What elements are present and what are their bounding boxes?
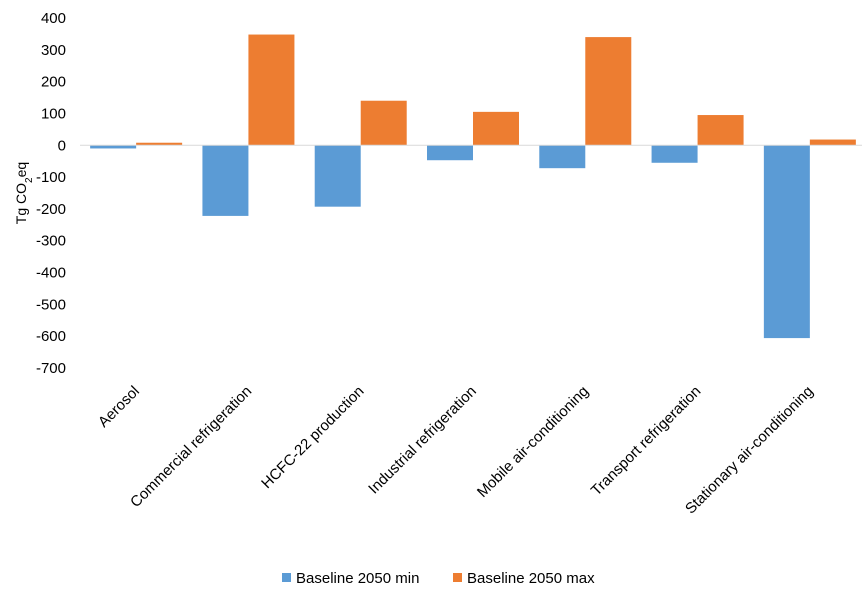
y-tick-label: -600 (36, 328, 66, 345)
bar-max (697, 115, 744, 146)
y-tick-label: -200 (36, 201, 66, 218)
y-tick-label: 400 (41, 10, 66, 27)
bars-group (90, 34, 856, 339)
x-category-label: Stationary air-conditioning (682, 383, 817, 518)
y-axis-title-main: Tg CO (13, 183, 29, 224)
bar-min (651, 145, 698, 163)
legend-label-max: Baseline 2050 max (467, 570, 595, 587)
y-tick-label: -400 (36, 265, 66, 282)
legend: Baseline 2050 min Baseline 2050 max (282, 570, 595, 587)
x-category-label: Commercial refrigeration (127, 383, 255, 511)
y-axis-title-suffix: eq (13, 162, 29, 178)
y-axis-title: Tg CO2eq (13, 162, 35, 224)
legend-label-min: Baseline 2050 min (296, 570, 419, 587)
bar-max (473, 111, 519, 146)
bar-min (427, 145, 473, 161)
x-category-label: HCFC-22 production (258, 383, 367, 492)
x-category-label: Transport refrigeration (588, 383, 705, 500)
y-axis-title-subscript: 2 (24, 177, 35, 183)
y-tick-label: 200 (41, 74, 66, 91)
bar-max (136, 142, 183, 146)
y-tick-label: -300 (36, 233, 66, 250)
y-tick-label: 100 (41, 105, 66, 122)
legend-swatch-max (453, 573, 462, 582)
y-tick-label: 300 (41, 42, 66, 59)
legend-swatch-min (282, 573, 291, 582)
bar-min (90, 145, 137, 149)
bar-max (809, 139, 856, 146)
bar-max (585, 37, 632, 146)
y-tick-label: -500 (36, 296, 66, 313)
bar-min (539, 145, 586, 169)
y-axis-tick-labels: 400 300 200 100 0 -100 -200 -300 -400 -500 -600 -70… (36, 10, 66, 377)
bar-min (314, 145, 361, 207)
y-tick-label: -700 (36, 360, 66, 377)
x-category-label: Industrial refrigeration (365, 383, 480, 498)
y-tick-label: 0 (58, 137, 66, 154)
x-category-label: Aerosol (95, 383, 143, 431)
bar-min (763, 145, 810, 339)
x-category-label: Mobile air-conditioning (474, 383, 592, 501)
bar-max (360, 100, 407, 146)
y-tick-label: -100 (36, 169, 66, 186)
bar-min (202, 145, 249, 216)
bar-max (248, 34, 295, 146)
